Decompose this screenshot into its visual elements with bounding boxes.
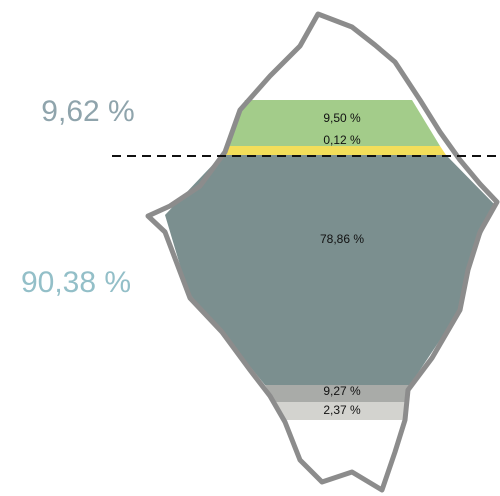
layer-label: 9,27 % (323, 384, 361, 398)
above-total: 9,62 % (41, 95, 134, 128)
layer-teal (165, 155, 495, 385)
layer-label: 2,37 % (323, 403, 361, 417)
below-total: 90,38 % (21, 266, 131, 299)
layer-label: 0,12 % (323, 133, 361, 147)
layer-label: 9,50 % (323, 111, 361, 125)
page: 9,62 % 90,38 % 9,50 % 0,12 % 78,86 % 9,2… (0, 0, 500, 496)
layer-yellow (222, 146, 446, 155)
layer-label: 78,86 % (320, 232, 364, 246)
iceberg-diagram: 9,62 % 90,38 % 9,50 % 0,12 % 78,86 % 9,2… (0, 0, 500, 496)
